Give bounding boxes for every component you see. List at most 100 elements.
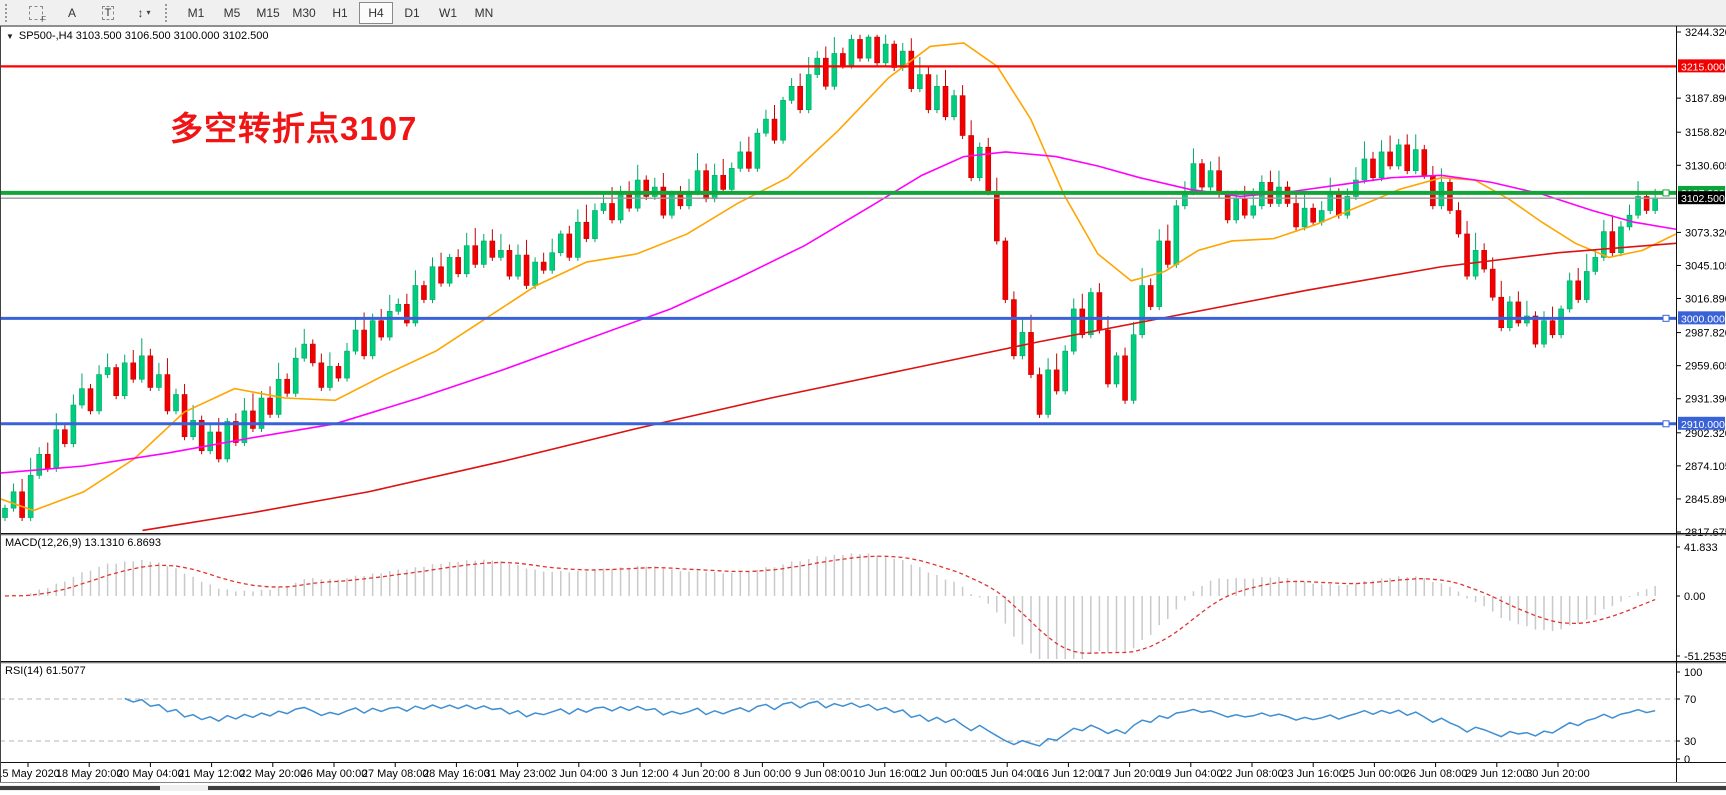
- candle-up: [1301, 207, 1308, 228]
- candle-up: [532, 261, 538, 286]
- candle-up: [780, 100, 786, 141]
- candle-up: [1592, 257, 1599, 272]
- time-axis-label: 8 Jun 00:00: [734, 768, 792, 780]
- price-axis[interactable]: 3244.320 3187.890 3158.820 3130.605 3073.320…: [1676, 27, 1726, 766]
- arrow-objects-button[interactable]: ↕ ▾: [127, 2, 161, 24]
- candle-up: [557, 233, 564, 253]
- timeframe-button-m15[interactable]: M15: [256, 5, 280, 20]
- timeframe-toolbar-drag-handle[interactable]: [165, 3, 173, 22]
- candle-down: [215, 431, 222, 460]
- time-axis-label: 4 Jun 20:00: [672, 768, 730, 780]
- top-toolbar: F A T ↕ ▾ M1 M5 M15 M30 H1 H4 D1 W1 MN: [0, 0, 1726, 26]
- candle-up: [1139, 285, 1145, 336]
- candle-up: [139, 355, 145, 380]
- candle-up: [156, 374, 162, 388]
- symbol-dropdown-arrow[interactable]: ▼: [6, 31, 14, 41]
- insert-text-button[interactable]: T: [91, 2, 125, 24]
- candle-up: [549, 252, 556, 271]
- candle-up: [79, 388, 85, 406]
- toolbar-drag-handle[interactable]: [5, 3, 13, 22]
- macd-tick-label: 0.00: [1684, 591, 1705, 603]
- timeframe-button-h1[interactable]: H1: [332, 5, 348, 20]
- price-tick-label: 2874.105: [1685, 461, 1726, 473]
- candle-up: [395, 303, 402, 312]
- candle-up: [10, 491, 17, 509]
- candle-down: [361, 329, 367, 357]
- candle-down: [583, 221, 590, 239]
- candle-up: [1088, 292, 1094, 336]
- price-tick-label: 3244.320: [1685, 27, 1726, 39]
- time-axis-label: 9 Jun 08:00: [795, 768, 853, 780]
- candle-down: [1165, 240, 1171, 265]
- timeframe-button-m30[interactable]: M30: [292, 5, 316, 20]
- candle-down: [1336, 191, 1342, 216]
- insert-label-button[interactable]: A: [55, 2, 89, 24]
- timeframe-button-m1[interactable]: M1: [187, 5, 205, 20]
- price-tick-label: 3158.820: [1685, 127, 1726, 139]
- candle-down: [1387, 151, 1393, 167]
- h-scrollbar-segment[interactable]: [0, 786, 160, 790]
- timeframe-button-mn[interactable]: MN: [474, 5, 494, 20]
- candle-down: [87, 388, 94, 412]
- candle-down: [335, 366, 342, 379]
- time-axis-label: 28 May 16:00: [423, 768, 490, 780]
- candle-down: [250, 410, 256, 429]
- price-tick-label: 3016.890: [1685, 294, 1726, 306]
- candle-down: [1293, 203, 1299, 228]
- candle-down: [309, 343, 316, 364]
- candle-down: [1310, 207, 1316, 223]
- candle-down: [1370, 158, 1376, 178]
- price-tag-3102.500: 3102.500: [1678, 191, 1725, 205]
- candle-down: [1515, 301, 1522, 324]
- candle-up: [1566, 280, 1573, 310]
- timeframe-button-d1[interactable]: D1: [404, 5, 420, 20]
- candle-up: [463, 245, 470, 275]
- time-axis-label: 12 Jun 00:00: [914, 768, 978, 780]
- candle-down: [1549, 320, 1556, 336]
- timeframe-button-h4[interactable]: H4: [359, 1, 393, 24]
- candle-down: [233, 421, 239, 443]
- macd-tick-label: -51.2535: [1684, 651, 1726, 663]
- candle-up: [352, 329, 359, 352]
- candle-down: [1284, 186, 1291, 204]
- candle-up: [1618, 226, 1624, 253]
- candle-up: [1207, 170, 1214, 188]
- candle-up: [1601, 231, 1607, 258]
- candle-up: [1173, 205, 1180, 265]
- candle-down: [891, 43, 898, 68]
- level-handle[interactable]: [1662, 189, 1670, 197]
- timeframe-button-w1[interactable]: W1: [439, 5, 457, 20]
- time-axis-label: 20 May 04:00: [117, 768, 184, 780]
- candle-up: [258, 397, 265, 429]
- candle-up: [1190, 163, 1197, 193]
- time-axis-label: 25 Jun 00:00: [1343, 768, 1407, 780]
- level-handle[interactable]: [1662, 314, 1670, 322]
- level-handle[interactable]: [1662, 420, 1670, 428]
- time-axis-label: 27 May 08:00: [362, 768, 429, 780]
- svg-text:2910.000: 2910.000: [1681, 419, 1725, 431]
- h-scrollbar-thumb[interactable]: [208, 786, 1726, 790]
- candle-up: [1113, 355, 1120, 385]
- candle-down: [720, 175, 727, 190]
- rsi-line: [124, 697, 1656, 747]
- candle-up: [1361, 158, 1368, 181]
- time-axis-label: 22 Jun 08:00: [1220, 768, 1284, 780]
- chart-canvas[interactable]: 3244.320 3187.890 3158.820 3130.605 3073.320…: [0, 26, 1726, 794]
- candle-up: [711, 175, 718, 200]
- candle-up: [429, 266, 436, 300]
- object-tools-group: F A T ↕ ▾: [18, 2, 162, 24]
- candle-up: [669, 193, 675, 216]
- price-tag-3000.000: 3000.000: [1678, 311, 1725, 325]
- macd-signal-line: [4, 555, 1656, 654]
- candle-down: [822, 57, 829, 87]
- candle-up: [694, 170, 701, 193]
- macd-histogram: [12, 553, 1656, 659]
- candle-up: [575, 221, 581, 258]
- timeframe-button-m5[interactable]: M5: [223, 5, 241, 20]
- candle-down: [1404, 144, 1410, 171]
- dropdown-caret-icon[interactable]: ▾: [146, 8, 151, 17]
- candle-up: [27, 475, 34, 518]
- template-f-button[interactable]: F: [19, 2, 53, 24]
